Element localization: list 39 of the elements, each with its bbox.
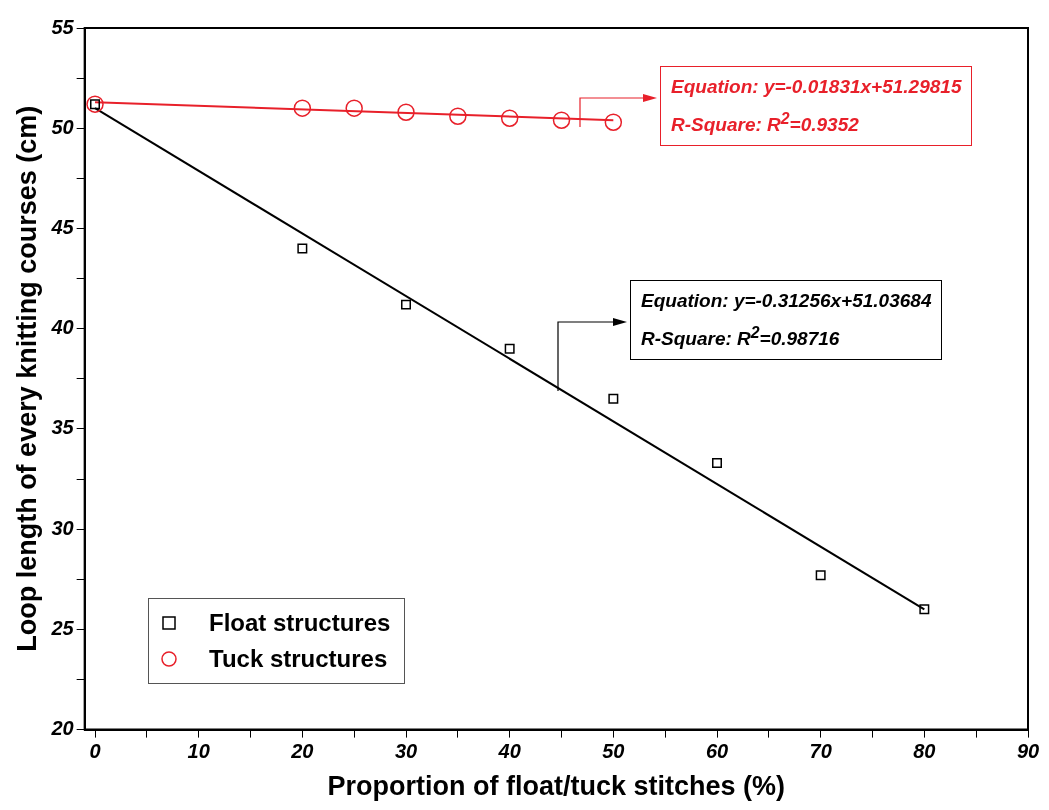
annotation: Equation: y=-0.31256x+51.03684 R-Square: R$^{2}$=0.98716 bbox=[630, 280, 943, 361]
y-tick-label: 20 bbox=[50, 717, 74, 740]
x-tick-label: 70 bbox=[809, 740, 832, 763]
point bbox=[397, 103, 415, 121]
x-tick-label: 40 bbox=[497, 740, 521, 763]
point bbox=[401, 299, 411, 310]
y-tick-label: 25 bbox=[50, 616, 75, 639]
y-tick-label: 55 bbox=[51, 15, 75, 38]
point bbox=[449, 107, 467, 125]
x-tick-label: 80 bbox=[913, 740, 936, 763]
x-tick-label: 50 bbox=[602, 740, 625, 763]
y-axis-title: Loop length of every knitting courses (cm) bbox=[11, 105, 42, 652]
y-tick-label: 30 bbox=[51, 516, 74, 539]
point bbox=[712, 458, 722, 468]
y-tick-label: 40 bbox=[50, 316, 74, 339]
x-tick-label: 10 bbox=[187, 740, 210, 763]
x-tick-label: 20 bbox=[290, 740, 314, 763]
legend-label: Tuck structures bbox=[209, 645, 388, 673]
point bbox=[552, 111, 571, 129]
x-tick-label: 60 bbox=[705, 740, 729, 763]
legend-label: Float structures bbox=[209, 609, 391, 637]
point bbox=[297, 243, 308, 254]
point bbox=[919, 604, 930, 615]
point bbox=[293, 99, 312, 117]
point bbox=[345, 99, 363, 117]
y-tick-label: 50 bbox=[51, 115, 74, 138]
point bbox=[504, 343, 515, 354]
x-tick-label: 90 bbox=[1016, 740, 1040, 763]
point bbox=[604, 113, 623, 131]
y-tick-label: 45 bbox=[50, 215, 75, 238]
x-tick-label: 0 bbox=[89, 740, 101, 763]
point bbox=[500, 109, 519, 127]
x-axis-title: Proportion of float/tuck stitches (%) bbox=[327, 771, 786, 802]
y-tick-label: 35 bbox=[51, 416, 75, 439]
point bbox=[86, 95, 104, 113]
point bbox=[608, 393, 619, 404]
point bbox=[815, 570, 826, 581]
annotation: Equation: y=-0.01831x+51.29815 R-Square: R$^{2}$=0.9352 bbox=[660, 66, 973, 147]
x-tick-label: 30 bbox=[394, 740, 418, 763]
